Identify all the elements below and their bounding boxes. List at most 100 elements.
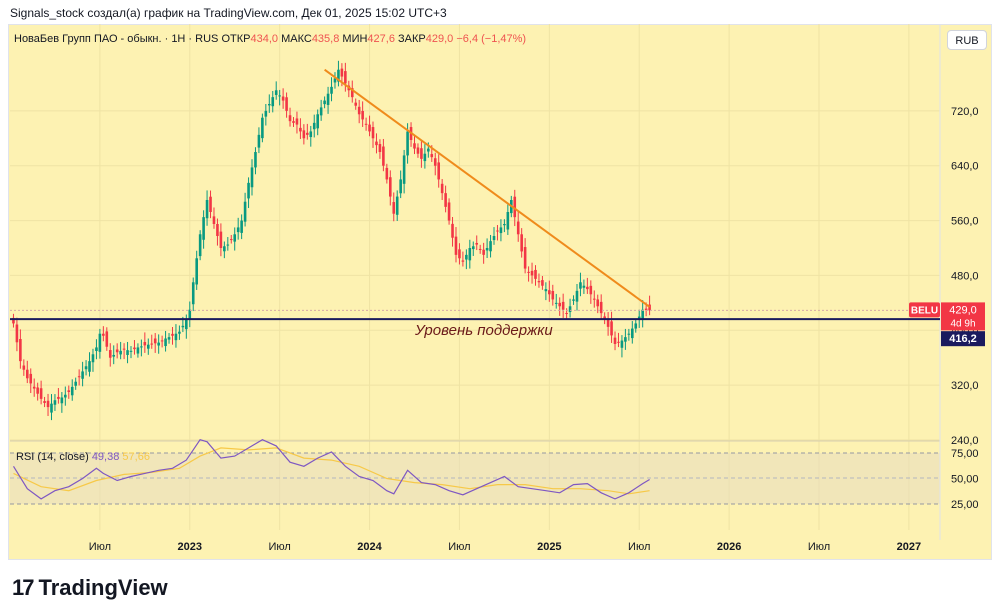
rsi-ma-value: 57,66 (122, 451, 150, 463)
candle (402, 155, 406, 184)
rsi-tick: 25,00 (951, 499, 979, 511)
candle (195, 258, 198, 285)
ticker-tag-text: BELU (911, 305, 938, 316)
candle (236, 227, 240, 233)
legend-open: 434,0 (250, 33, 279, 45)
candle (316, 114, 319, 129)
legend-change: −6,4 (−1,47%) (456, 33, 527, 45)
candle (53, 400, 57, 405)
time-tick: 2023 (178, 541, 202, 553)
candle (596, 299, 600, 307)
price-tick: 640,0 (951, 161, 979, 173)
candle (302, 130, 306, 139)
candle (606, 318, 610, 327)
candle (634, 323, 638, 329)
candle (561, 301, 565, 310)
time-tick: 2027 (897, 541, 921, 553)
candle (423, 153, 427, 162)
candle (333, 78, 337, 83)
candle (250, 167, 254, 188)
candle (382, 146, 385, 166)
candle (157, 342, 160, 346)
candle (413, 143, 416, 149)
candle (226, 244, 230, 246)
candle (489, 241, 492, 252)
tradingview-logo[interactable]: 17 TradingView (12, 575, 168, 601)
candle (119, 350, 122, 355)
candle (153, 338, 157, 344)
candle (503, 224, 506, 226)
support-price-text: 416,2 (949, 333, 977, 345)
candle (485, 248, 489, 251)
candle (523, 247, 527, 269)
candle (198, 234, 202, 257)
candle (433, 158, 437, 166)
candle (202, 217, 205, 240)
candle (610, 321, 613, 336)
candle (444, 193, 447, 207)
time-axis: Июл 2023 Июл 2024 Июл 2025 Июл 2026 Июл 2027 (89, 541, 921, 553)
rsi-axis: 75,00 50,00 25,00 (951, 448, 979, 511)
rsi-tick: 75,00 (951, 448, 979, 460)
candle (492, 236, 496, 241)
candle (385, 167, 389, 180)
candle (219, 231, 223, 248)
candle (205, 200, 209, 219)
candle (582, 285, 586, 288)
legend-high: 435,8 (311, 33, 340, 45)
candle (506, 212, 510, 230)
candle (337, 69, 340, 82)
candle (136, 347, 140, 354)
candle (39, 388, 43, 399)
candle (499, 227, 503, 234)
candle (46, 400, 50, 408)
candle (299, 127, 302, 132)
candle (271, 97, 275, 107)
currency-button[interactable]: RUB (947, 30, 987, 50)
candle (64, 394, 67, 398)
candle (644, 308, 648, 311)
candle (530, 270, 534, 276)
candle (388, 177, 392, 197)
candle (12, 317, 15, 324)
candle (50, 403, 53, 413)
candle (140, 346, 143, 348)
candle (392, 202, 396, 214)
candle (129, 350, 133, 352)
last-price-text: 429,0 (949, 304, 977, 316)
candle (274, 90, 278, 95)
candle (32, 386, 36, 389)
candle (589, 285, 593, 295)
countdown-text: 4d 9h (950, 318, 975, 329)
candle (475, 242, 479, 245)
candle (565, 313, 568, 315)
candle (575, 290, 579, 302)
candle (627, 333, 631, 335)
candle (209, 196, 212, 212)
candle (350, 88, 354, 98)
legend-symbol: НоваБев Групп ПАО - обыкн. · 1Н · RUS (14, 33, 219, 45)
candle (592, 298, 596, 300)
candle (281, 96, 285, 101)
candle (261, 117, 264, 139)
candle (371, 127, 375, 139)
candle (399, 179, 402, 194)
candle (558, 302, 562, 307)
candle (285, 97, 288, 111)
chart-legend: НоваБев Групп ПАО - обыкн. · 1Н · RUS ОТ… (14, 33, 526, 45)
overlays: Уровень поддержки (10, 68, 940, 339)
trendline (324, 68, 651, 308)
price-tick: 240,0 (951, 435, 979, 447)
time-tick: 2026 (717, 541, 741, 553)
candle (164, 338, 167, 347)
candle (458, 249, 461, 259)
candle (233, 234, 237, 242)
candle (648, 304, 651, 311)
candle (243, 201, 247, 222)
candle (395, 196, 399, 215)
candle (427, 148, 430, 152)
candle (171, 333, 174, 336)
candle (191, 282, 195, 305)
